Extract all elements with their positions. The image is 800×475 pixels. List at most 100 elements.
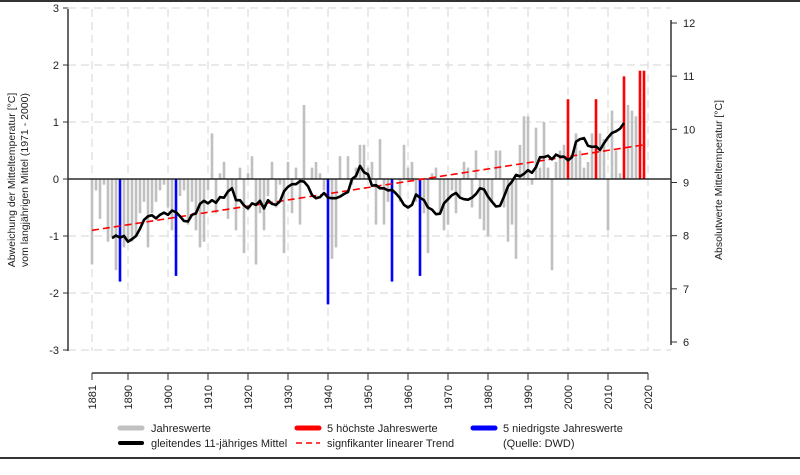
x-tick-label: 1900 [163, 385, 175, 409]
annual-bar [434, 167, 438, 179]
annual-bar [494, 150, 498, 179]
moving-average-line [111, 122, 626, 243]
highest-year-bar [638, 70, 642, 179]
y-tick-label: 2 [53, 60, 59, 72]
annual-bar [142, 179, 146, 202]
lowest-year-bar [390, 179, 394, 282]
annual-bar [382, 179, 386, 225]
x-tick-label: 1990 [523, 385, 535, 409]
annual-bar [598, 133, 602, 179]
annual-bar [402, 144, 406, 179]
lowest-year-bar [118, 179, 122, 282]
annual-bar [454, 179, 458, 214]
y2-tick-label: 6 [683, 337, 689, 349]
annual-bar [206, 179, 210, 191]
legend-label-annual: Jahreswerte [151, 423, 211, 435]
annual-bar [414, 179, 418, 202]
annual-bar [562, 144, 566, 179]
x-tick-label: 1920 [243, 385, 255, 409]
y-tick-label: 3 [53, 3, 59, 15]
highest-year-bar [594, 99, 598, 179]
annual-bar [490, 179, 494, 202]
annual-bar [106, 179, 110, 242]
annual-bar [626, 104, 630, 179]
annual-bar [338, 156, 342, 179]
x-tick-label: 2020 [643, 385, 655, 409]
annual-bar [498, 150, 502, 179]
annual-bar [542, 122, 546, 179]
annual-bar [606, 179, 610, 231]
y2-tick-label: 10 [683, 124, 695, 136]
annual-bar [334, 179, 338, 248]
y-tick-label: -3 [49, 345, 59, 357]
annual-bar [370, 161, 374, 179]
x-tick-label: 1970 [443, 385, 455, 409]
annual-bar [462, 161, 466, 179]
annual-bar [574, 133, 578, 179]
annual-bar [210, 133, 214, 179]
annual-bar [290, 179, 294, 214]
annual-bar [310, 167, 314, 179]
annual-bar [150, 179, 154, 214]
lowest-year-bar [174, 179, 178, 276]
annual-bar [630, 110, 634, 179]
annual-bar [554, 161, 558, 179]
annual-bar [282, 179, 286, 254]
annual-bar [510, 179, 514, 225]
x-tick-label: 1980 [483, 385, 495, 409]
highest-year-bar [642, 70, 646, 179]
legend-source: (Quelle: DWD) [503, 438, 575, 450]
annual-bar [254, 179, 258, 265]
annual-bar [202, 179, 206, 242]
annual-bar [94, 179, 98, 191]
annual-bar [218, 173, 222, 179]
x-tick-label: 2000 [563, 385, 575, 409]
annual-bar [570, 156, 574, 179]
annual-bar [346, 156, 350, 179]
annual-bar [230, 179, 234, 191]
annual-bar [398, 179, 402, 202]
annual-bar [154, 179, 158, 202]
y-tick-label: -1 [49, 231, 59, 243]
legend-label-mean: gleitendes 11-jähriges Mittel [151, 438, 287, 450]
x-tick-label: 1930 [283, 385, 295, 409]
annual-bar [478, 179, 482, 219]
annual-bar [262, 179, 266, 231]
annual-bar [522, 116, 526, 179]
annual-bar [558, 150, 562, 179]
annual-bar [458, 179, 462, 197]
y2-tick-label: 9 [683, 178, 689, 190]
annual-bar [266, 179, 270, 197]
annual-bar [134, 179, 138, 236]
annual-bar [526, 116, 530, 179]
y-axis-label-line2: vom langjährigen Mittel (1971 - 2000) [19, 93, 31, 267]
annual-bar [190, 179, 194, 202]
lowest-year-bar [326, 179, 330, 305]
x-tick-label: 1950 [363, 385, 375, 409]
annual-bar [466, 167, 470, 179]
annual-bar [278, 179, 282, 185]
annual-bar [90, 179, 94, 265]
annual-bar [582, 167, 586, 179]
legend: Jahreswerte gleitendes 11-jähriges Mitte… [117, 423, 623, 450]
annual-bar [294, 167, 298, 179]
y2-tick-label: 7 [683, 284, 689, 296]
annual-bar [406, 167, 410, 179]
annual-bar [302, 104, 306, 179]
annual-bar [250, 156, 254, 179]
annual-bar [130, 179, 134, 242]
annual-bar [550, 179, 554, 271]
annual-bar [286, 161, 290, 179]
annual-bar [618, 173, 622, 179]
y-axis-label-line1: Abweichung der Mitteltemperatur [°C] [6, 93, 18, 268]
annual-bar [114, 179, 118, 271]
annual-bar [182, 179, 186, 191]
annual-bar [146, 179, 150, 248]
annual-bar [482, 179, 486, 231]
annual-bar [534, 127, 538, 179]
annual-bar [430, 173, 434, 179]
highest-year-bar [622, 76, 626, 179]
annual-bar [122, 179, 126, 248]
annual-bar [238, 167, 242, 179]
